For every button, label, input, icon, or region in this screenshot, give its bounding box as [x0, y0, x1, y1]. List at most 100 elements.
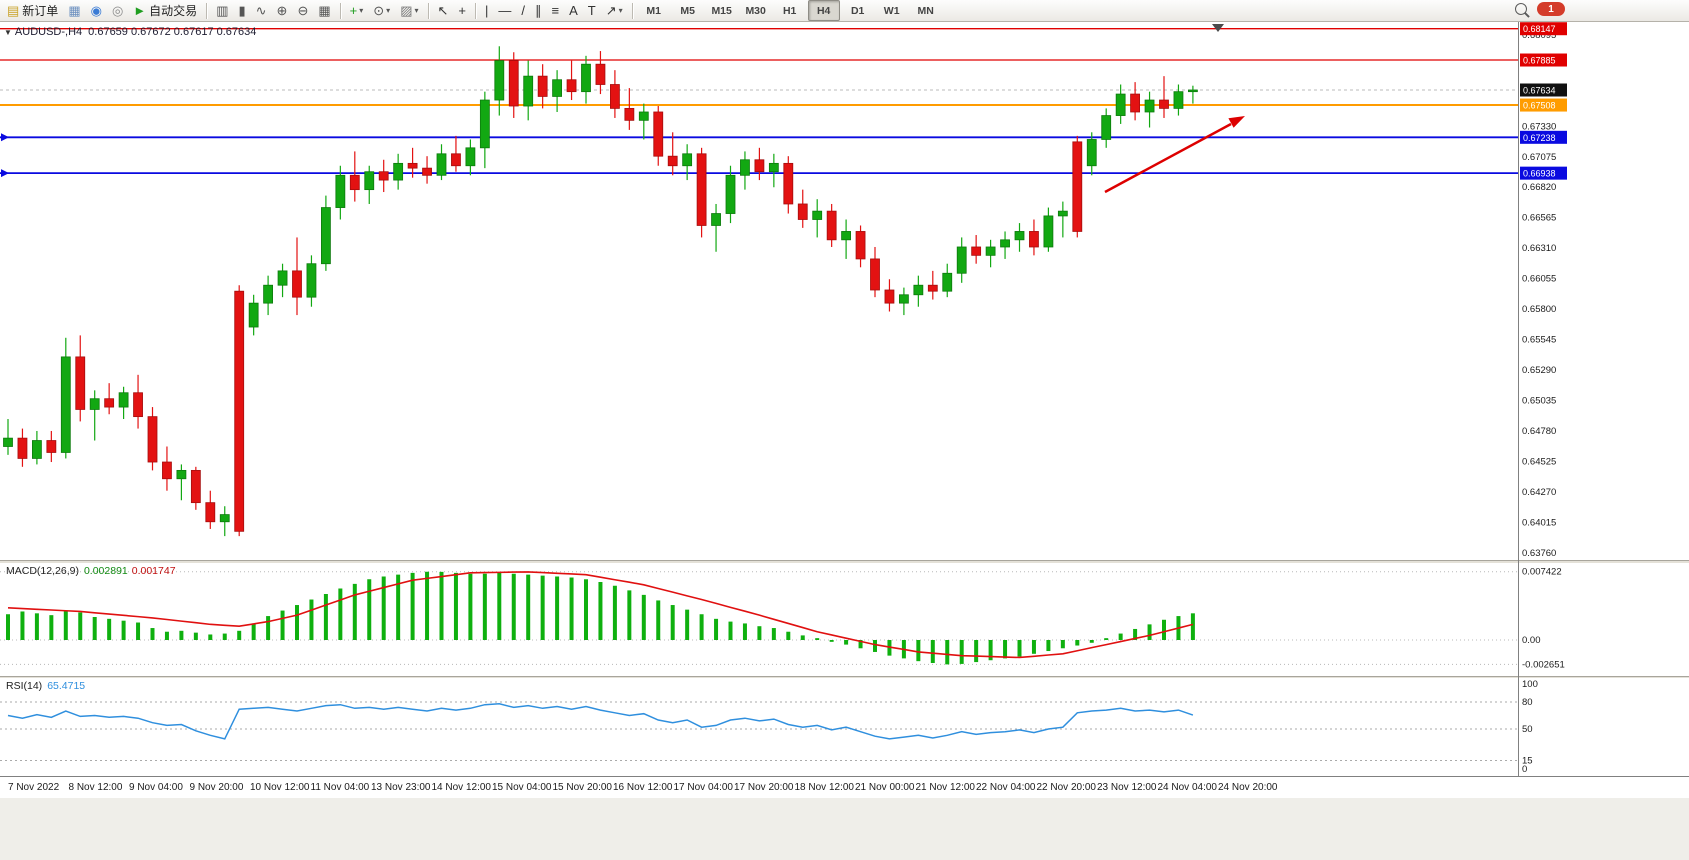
profiles-icon: ◉	[90, 3, 102, 18]
market-watch-button[interactable]: ◎	[108, 0, 127, 21]
timeframe-w1-button[interactable]: W1	[883, 4, 900, 17]
candlestick	[494, 60, 505, 101]
text-icon: A	[569, 3, 578, 18]
arrows-button[interactable]: ↗ ▾	[602, 0, 627, 21]
periods-button[interactable]: ⊙ ▾	[369, 0, 394, 21]
candlestick	[552, 79, 562, 97]
collapse-chart-icon[interactable]: ▼	[4, 28, 12, 37]
horizontal-line-icon: —	[498, 3, 512, 18]
bottom-strip	[0, 798, 1689, 860]
candlestick	[696, 153, 707, 226]
chart-shift-marker[interactable]	[1212, 24, 1224, 32]
candlestick	[508, 60, 519, 107]
ohlc-values: 0.67659 0.67672 0.67617 0.67634	[88, 26, 257, 38]
line-anchor-marker[interactable]	[1, 169, 9, 178]
candlestick	[581, 63, 591, 93]
candlestick	[740, 159, 750, 176]
timeframe-m15-button[interactable]: M15	[711, 4, 732, 17]
line-anchor-marker[interactable]	[1, 133, 9, 142]
timeframe-h1-button[interactable]: H1	[782, 4, 797, 17]
fibonacci-button[interactable]: ≡	[548, 0, 564, 21]
time-axis-label: 11 Nov 04:00	[311, 782, 370, 793]
bar-chart-icon: ▥	[216, 3, 229, 18]
new-order-button[interactable]: ▤ 新订单	[3, 0, 62, 21]
cursor-button[interactable]: ↖	[434, 0, 453, 21]
tile-windows-button[interactable]: ▦	[314, 0, 334, 21]
symbol-label: AUDUSD-,H4	[14, 26, 83, 38]
price-badge-support-line-1	[1520, 130, 1567, 144]
macd-main-value: 0.002891	[83, 565, 128, 577]
search-icon[interactable]	[1515, 3, 1527, 15]
time-axis-label: 21 Nov 12:00	[916, 782, 976, 793]
candlestick	[841, 231, 851, 241]
candlestick	[147, 416, 158, 463]
time-axis-label: 22 Nov 20:00	[1037, 782, 1097, 793]
price-badge-resistance-line-1-text: 0.68147	[1523, 24, 1556, 34]
indicators-icon: +	[349, 3, 358, 18]
templates-button[interactable]: ▨ ▾	[396, 0, 422, 21]
macd-header: MACD(12,26,9) 0.002891 0.001747	[6, 565, 176, 577]
vertical-line-button[interactable]: |	[481, 0, 492, 21]
notification-badge[interactable]: 1	[1537, 2, 1565, 16]
indicators-button[interactable]: + ▾	[346, 0, 368, 21]
time-axis-label: 9 Nov 20:00	[190, 782, 244, 793]
price-axis-label: 0.66310	[1522, 243, 1556, 254]
panel-splitter[interactable]	[0, 560, 1689, 563]
time-axis-label: 24 Nov 20:00	[1218, 782, 1278, 793]
time-axis-label: 23 Nov 12:00	[1097, 782, 1157, 793]
rsi-axis-label: 15	[1522, 756, 1533, 767]
price-axis-label: 0.67330	[1522, 121, 1556, 132]
label-button[interactable]: T	[584, 0, 600, 21]
trend-arrow[interactable]	[1104, 122, 1232, 194]
time-axis-label: 14 Nov 12:00	[432, 782, 492, 793]
timeframe-h4-button[interactable]: H4	[807, 0, 840, 21]
zoom-out-icon: ⊖	[297, 3, 309, 18]
autotrading-button[interactable]: ► 自动交易	[129, 0, 201, 21]
candlestick	[985, 246, 996, 256]
price-badge-resistance-line-2	[1520, 53, 1567, 67]
rsi-value: 65.4715	[47, 680, 86, 692]
rsi-axis-label: 0	[1522, 764, 1527, 775]
price-badge-current-text: 0.67634	[1523, 86, 1556, 96]
profiles-button[interactable]: ◉	[87, 0, 106, 21]
trend-arrow-head[interactable]	[1228, 116, 1245, 128]
candlestick	[133, 392, 143, 418]
crosshair-button[interactable]: +	[454, 0, 470, 21]
candlestick	[797, 203, 808, 220]
zoom-out-button[interactable]: ⊖	[293, 0, 312, 21]
autotrading-button-label: 自动交易	[149, 4, 198, 18]
timeframe-m5-button[interactable]: M5	[680, 4, 695, 17]
candlestick	[971, 246, 982, 256]
candlestick	[248, 302, 259, 328]
price-axis-label: 0.64525	[1522, 456, 1556, 467]
candlestick	[1188, 89, 1198, 93]
time-axis-label: 8 Nov 12:00	[69, 782, 123, 793]
timeframe-m1-button[interactable]: M1	[646, 4, 661, 17]
horizontal-line-button[interactable]: —	[494, 0, 515, 21]
toolbar: ▤ 新订单 ▦ ◉ ◎ ► 自动交易 ▥ ▮ ∿ ⊕ ⊖ ▦ + ▾ ⊙ ▾ ▨ ▾ ↖ + | — / ∥ ≡ A T ↗ ▾ M1 M5 M…	[0, 0, 1689, 22]
timeframe-d1-button[interactable]: D1	[850, 4, 865, 17]
toolbar-right: 1	[1515, 2, 1565, 16]
candlestick	[768, 162, 779, 173]
trendline-button[interactable]: /	[517, 0, 529, 21]
zoom-in-button[interactable]: ⊕	[273, 0, 292, 21]
candlestick	[624, 107, 635, 121]
timeframe-mn-button[interactable]: MN	[917, 4, 934, 17]
chevron-down-icon: ▾	[359, 6, 364, 15]
crosshair-icon: +	[458, 3, 466, 18]
text-button[interactable]: A	[565, 0, 582, 21]
price-axis-label: 0.64780	[1522, 426, 1556, 437]
candlestick-button[interactable]: ▮	[234, 0, 249, 21]
price-axis-label: 0.64015	[1522, 517, 1556, 528]
candlestick	[104, 398, 115, 408]
templates-icon: ▨	[400, 3, 413, 18]
bar-chart-button[interactable]: ▥	[212, 0, 232, 21]
timeframe-m30-button[interactable]: M30	[745, 4, 766, 17]
candlestick	[638, 111, 649, 121]
price-badge-support-line-2	[1520, 166, 1567, 180]
line-chart-button[interactable]: ∿	[252, 0, 271, 21]
candlestick-icon: ▮	[238, 3, 246, 18]
channel-button[interactable]: ∥	[531, 0, 546, 21]
charts-window-button[interactable]: ▦	[64, 0, 84, 21]
